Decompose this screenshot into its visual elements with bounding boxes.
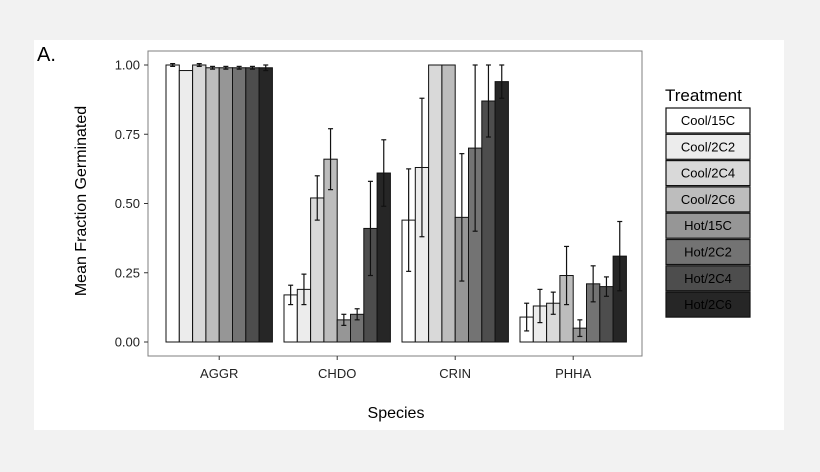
bars-layer: [165, 64, 627, 343]
errorbars-layer: [170, 63, 623, 338]
legend-key: [665, 186, 751, 213]
bar: [218, 67, 233, 343]
panel-label: A.: [37, 44, 56, 66]
legend-label: Hot/15C: [684, 218, 732, 233]
y-tick-label: 0.50: [115, 196, 140, 211]
legend-key: [665, 291, 751, 318]
legend-label: Hot/2C4: [684, 271, 732, 286]
bar: [232, 67, 247, 343]
bar: [441, 64, 456, 343]
bar: [428, 64, 443, 343]
legend-key: [665, 107, 751, 134]
bar: [178, 70, 194, 343]
legend-label: Cool/2C6: [681, 192, 735, 207]
bar: [192, 64, 207, 343]
bar: [205, 67, 220, 343]
y-tick-label: 0.00: [115, 335, 140, 350]
legend-key: [665, 265, 751, 292]
x-tick-label: CHDO: [318, 366, 356, 381]
x-axis: AGGR CHDO CRIN PHHA: [200, 356, 592, 381]
legend-label: Cool/15C: [681, 113, 735, 128]
legend-key: [665, 212, 751, 239]
legend: Treatment Cool/15C Cool/2C2 Cool/2C4 Cool/2…: [665, 86, 751, 318]
x-axis-title: Species: [368, 405, 425, 422]
x-tick-label: CRIN: [439, 366, 471, 381]
legend-key: [665, 238, 751, 266]
bar: [258, 67, 273, 343]
y-axis-title: Mean Fraction Germinated: [73, 106, 90, 296]
x-tick-label: AGGR: [200, 366, 238, 381]
y-tick-label: 0.25: [115, 265, 140, 280]
legend-label: Hot/2C6: [684, 297, 732, 312]
legend-key: [665, 133, 751, 160]
legend-title: Treatment: [665, 86, 742, 105]
bar: [494, 81, 509, 343]
bar: [245, 67, 260, 343]
y-tick-label: 0.75: [115, 127, 140, 142]
x-tick-label: PHHA: [555, 366, 591, 381]
legend-label: Cool/2C4: [681, 166, 735, 181]
y-tick-label: 1.00: [115, 58, 140, 73]
legend-label: Hot/2C2: [684, 245, 732, 260]
y-axis: 0.00 0.25 0.50 0.75 1.00: [115, 58, 148, 350]
legend-label: Cool/2C2: [681, 139, 735, 154]
bar: [165, 64, 180, 343]
legend-key: [665, 160, 751, 187]
